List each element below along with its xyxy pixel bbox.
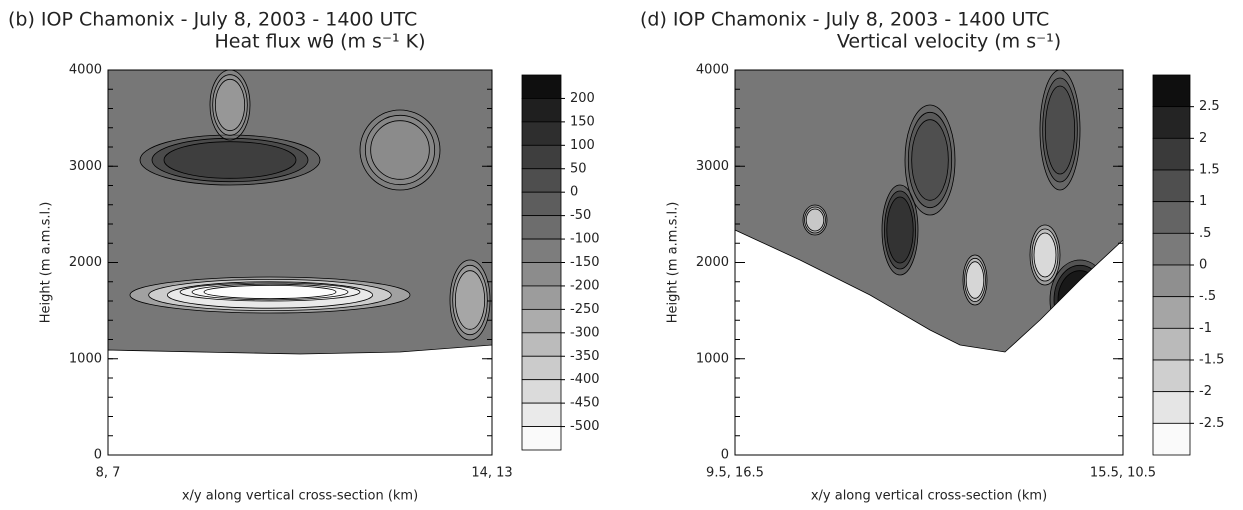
colorbar-box (521, 426, 562, 451)
colorbar-box (521, 402, 562, 427)
y-tick-label: 1000 (696, 351, 729, 366)
y-tick-label: 4000 (696, 63, 729, 78)
colorbar-label: 0 (570, 185, 578, 200)
colorbar-label: -400 (570, 372, 600, 387)
x-tick-label: 14, 13 (471, 466, 512, 481)
contour (1033, 232, 1057, 278)
colorbar-label: -200 (570, 278, 600, 293)
colorbar-box (1152, 74, 1191, 108)
colorbar-box (1152, 296, 1191, 329)
colorbar-label: -350 (570, 349, 600, 364)
colorbar-box (521, 285, 562, 310)
colorbar-box (521, 74, 562, 99)
colorbar-label: -500 (570, 419, 600, 434)
colorbar-box (521, 355, 562, 381)
y-tick-label: 1000 (69, 351, 102, 366)
colorbar-box (1152, 359, 1191, 393)
colorbar-label: -300 (570, 325, 600, 340)
chart-subtitle: Heat flux wθ (m s⁻¹ K) (214, 31, 425, 53)
colorbar-box (1152, 422, 1191, 456)
chart-title: (d) IOP Chamonix - July 8, 2003 - 1400 U… (640, 9, 1049, 31)
colorbar-label: -150 (570, 255, 600, 270)
colorbar-box (1152, 391, 1191, 424)
colorbar-box (521, 121, 562, 146)
x-tick-label: 8, 7 (96, 466, 121, 481)
colorbar-label: -450 (570, 396, 600, 411)
y-axis-label: Height (m a.m.s.l.) (39, 202, 54, 324)
colorbar-label: 100 (570, 138, 595, 153)
colorbar-label: 200 (570, 91, 595, 106)
chart-title: (b) IOP Chamonix - July 8, 2003 - 1400 U… (8, 9, 417, 31)
colorbar-label: -1 (1199, 321, 1212, 336)
colorbar-label: -2 (1199, 384, 1212, 399)
colorbar-label: 1 (1199, 194, 1207, 209)
colorbar-box (521, 308, 562, 334)
panel: (b) IOP Chamonix - July 8, 2003 - 1400 U… (8, 9, 600, 504)
colorbar-label: 1.5 (1199, 163, 1220, 178)
colorbar-box (1152, 137, 1191, 171)
colorbar-label: -250 (570, 302, 600, 317)
y-tick-label: 2000 (696, 255, 729, 270)
colorbar-label: .5 (1199, 226, 1211, 241)
x-axis-label: x/y along vertical cross-section (km) (182, 489, 418, 504)
contour (965, 261, 985, 299)
colorbar-box (1152, 201, 1191, 234)
colorbar-box (521, 262, 562, 287)
contour (214, 78, 246, 132)
contour (886, 196, 914, 264)
contour (370, 120, 430, 180)
colorbar-box (521, 168, 562, 193)
colorbar-label: 2.5 (1199, 99, 1220, 114)
y-axis-label: Height (m a.m.s.l.) (666, 202, 681, 324)
colorbar-label: 0 (1199, 258, 1207, 273)
x-tick-label: 15.5, 10.5 (1090, 466, 1156, 481)
contour (203, 284, 337, 299)
contour (805, 208, 825, 232)
contour (1044, 85, 1076, 175)
panel: (d) IOP Chamonix - July 8, 2003 - 1400 U… (640, 9, 1224, 504)
colorbar-box (521, 215, 562, 240)
chart-subtitle: Vertical velocity (m s⁻¹) (837, 31, 1061, 53)
colorbar-box (1152, 232, 1191, 266)
colorbar-label: -50 (570, 208, 591, 223)
x-tick-label: 9.5, 16.5 (706, 466, 764, 481)
colorbar-box (1152, 106, 1191, 139)
contour (163, 141, 297, 179)
contour (911, 119, 949, 201)
y-tick-label: 0 (721, 448, 729, 463)
colorbar-label: 50 (570, 161, 587, 176)
y-tick-label: 3000 (69, 159, 102, 174)
y-tick-label: 3000 (696, 159, 729, 174)
colorbar-box (521, 191, 562, 217)
colorbar-box (1152, 327, 1191, 361)
colorbar-box (521, 332, 562, 357)
colorbar-box (521, 144, 562, 170)
colorbar-box (1152, 169, 1191, 203)
y-tick-label: 2000 (69, 255, 102, 270)
colorbar-box (521, 98, 562, 123)
colorbar-label: -1.5 (1199, 353, 1224, 368)
colorbar-label: 2 (1199, 131, 1207, 146)
y-tick-label: 0 (94, 448, 102, 463)
y-tick-label: 4000 (69, 63, 102, 78)
colorbar-label: -2.5 (1199, 416, 1224, 431)
contour (454, 270, 486, 330)
colorbar-label: 150 (570, 114, 595, 129)
colorbar-box (521, 238, 562, 263)
colorbar-label: -100 (570, 232, 600, 247)
terrain (107, 344, 493, 456)
colorbar-box (521, 379, 562, 404)
colorbar-box (1152, 264, 1191, 298)
colorbar-label: -.5 (1199, 289, 1216, 304)
x-axis-label: x/y along vertical cross-section (km) (811, 489, 1047, 504)
